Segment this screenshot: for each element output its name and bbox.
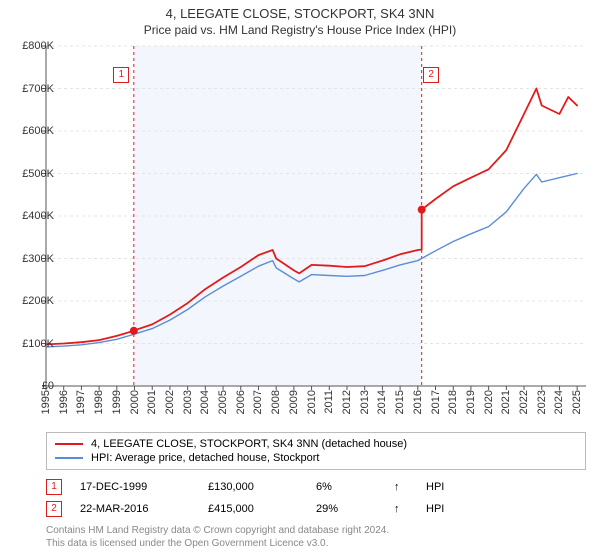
x-axis-tick-label: 2002 bbox=[164, 390, 176, 414]
y-axis-tick-label: £600K bbox=[22, 125, 54, 137]
y-axis-tick-label: £800K bbox=[22, 40, 54, 52]
legend-label: HPI: Average price, detached house, Stoc… bbox=[91, 452, 320, 464]
x-axis-tick-label: 2008 bbox=[270, 390, 282, 414]
chart-svg bbox=[46, 46, 586, 386]
chart-subtitle: Price paid vs. HM Land Registry's House … bbox=[0, 21, 600, 41]
x-axis-tick-label: 2019 bbox=[465, 390, 477, 414]
legend-swatch bbox=[55, 443, 83, 445]
x-axis-tick-label: 2015 bbox=[394, 390, 406, 414]
x-axis-tick-label: 2021 bbox=[500, 390, 512, 414]
x-axis-tick-label: 2024 bbox=[553, 390, 565, 414]
x-axis-tick-label: 2006 bbox=[235, 390, 247, 414]
x-axis-tick-label: 2010 bbox=[306, 390, 318, 414]
x-axis-tick-label: 2025 bbox=[571, 390, 583, 414]
sale-hpi-label: HPI bbox=[426, 481, 466, 493]
sale-row: 1 17-DEC-1999 £130,000 6% ↑ HPI bbox=[46, 476, 586, 498]
x-axis-tick-label: 1997 bbox=[75, 390, 87, 414]
x-axis-tick-label: 1999 bbox=[111, 390, 123, 414]
legend-item: HPI: Average price, detached house, Stoc… bbox=[55, 451, 577, 465]
x-axis-tick-label: 1996 bbox=[58, 390, 70, 414]
sales-table: 1 17-DEC-1999 £130,000 6% ↑ HPI 2 22-MAR-2016 £4… bbox=[46, 476, 586, 520]
sale-date: 17-DEC-1999 bbox=[80, 481, 190, 493]
sale-date: 22-MAR-2016 bbox=[80, 503, 190, 515]
sale-hpi-label: HPI bbox=[426, 503, 466, 515]
x-axis-tick-label: 2020 bbox=[483, 390, 495, 414]
y-axis-tick-label: £300K bbox=[22, 253, 54, 265]
x-axis-tick-label: 2011 bbox=[323, 390, 335, 414]
footer-line-2: This data is licensed under the Open Gov… bbox=[46, 537, 586, 550]
legend-label: 4, LEEGATE CLOSE, STOCKPORT, SK4 3NN (de… bbox=[91, 438, 407, 450]
y-axis-tick-label: £100K bbox=[22, 338, 54, 350]
sale-row: 2 22-MAR-2016 £415,000 29% ↑ HPI bbox=[46, 498, 586, 520]
x-axis-tick-label: 2009 bbox=[288, 390, 300, 414]
sale-diff-pct: 6% bbox=[316, 481, 376, 493]
x-axis-tick-label: 2001 bbox=[146, 390, 158, 414]
y-axis-tick-label: £400K bbox=[22, 210, 54, 222]
y-axis-tick-label: £500K bbox=[22, 168, 54, 180]
legend-item: 4, LEEGATE CLOSE, STOCKPORT, SK4 3NN (de… bbox=[55, 437, 577, 451]
sale-row-marker: 1 bbox=[46, 479, 62, 495]
chart-title: 4, LEEGATE CLOSE, STOCKPORT, SK4 3NN bbox=[0, 0, 600, 21]
x-axis-tick-label: 2003 bbox=[182, 390, 194, 414]
sale-price: £415,000 bbox=[208, 503, 298, 515]
x-axis-tick-label: 2012 bbox=[341, 390, 353, 414]
y-axis-tick-label: £200K bbox=[22, 295, 54, 307]
x-axis-tick-label: 2022 bbox=[518, 390, 530, 414]
arrow-up-icon: ↑ bbox=[394, 503, 408, 515]
x-axis-tick-label: 2013 bbox=[359, 390, 371, 414]
plot-area bbox=[46, 46, 586, 386]
x-axis-tick-label: 2017 bbox=[430, 390, 442, 414]
x-axis-tick-label: 2014 bbox=[376, 390, 388, 414]
sale-marker-box: 2 bbox=[423, 67, 439, 83]
x-axis-tick-label: 2023 bbox=[536, 390, 548, 414]
sale-price: £130,000 bbox=[208, 481, 298, 493]
sale-diff-pct: 29% bbox=[316, 503, 376, 515]
y-axis-tick-label: £700K bbox=[22, 83, 54, 95]
x-axis-tick-label: 2016 bbox=[412, 390, 424, 414]
arrow-up-icon: ↑ bbox=[394, 481, 408, 493]
x-axis-tick-label: 2005 bbox=[217, 390, 229, 414]
sale-marker-box: 1 bbox=[113, 67, 129, 83]
chart-container: 4, LEEGATE CLOSE, STOCKPORT, SK4 3NN Pri… bbox=[0, 0, 600, 560]
sale-row-marker: 2 bbox=[46, 501, 62, 517]
x-axis-tick-label: 1998 bbox=[93, 390, 105, 414]
legend-swatch bbox=[55, 457, 83, 459]
legend: 4, LEEGATE CLOSE, STOCKPORT, SK4 3NN (de… bbox=[46, 432, 586, 470]
footer-line-1: Contains HM Land Registry data © Crown c… bbox=[46, 524, 586, 537]
x-axis-tick-label: 2018 bbox=[447, 390, 459, 414]
attribution-footer: Contains HM Land Registry data © Crown c… bbox=[46, 524, 586, 550]
x-axis-tick-label: 2007 bbox=[252, 390, 264, 414]
x-axis-tick-label: 1995 bbox=[40, 390, 52, 414]
x-axis-tick-label: 2004 bbox=[199, 390, 211, 414]
x-axis-tick-label: 2000 bbox=[129, 390, 141, 414]
